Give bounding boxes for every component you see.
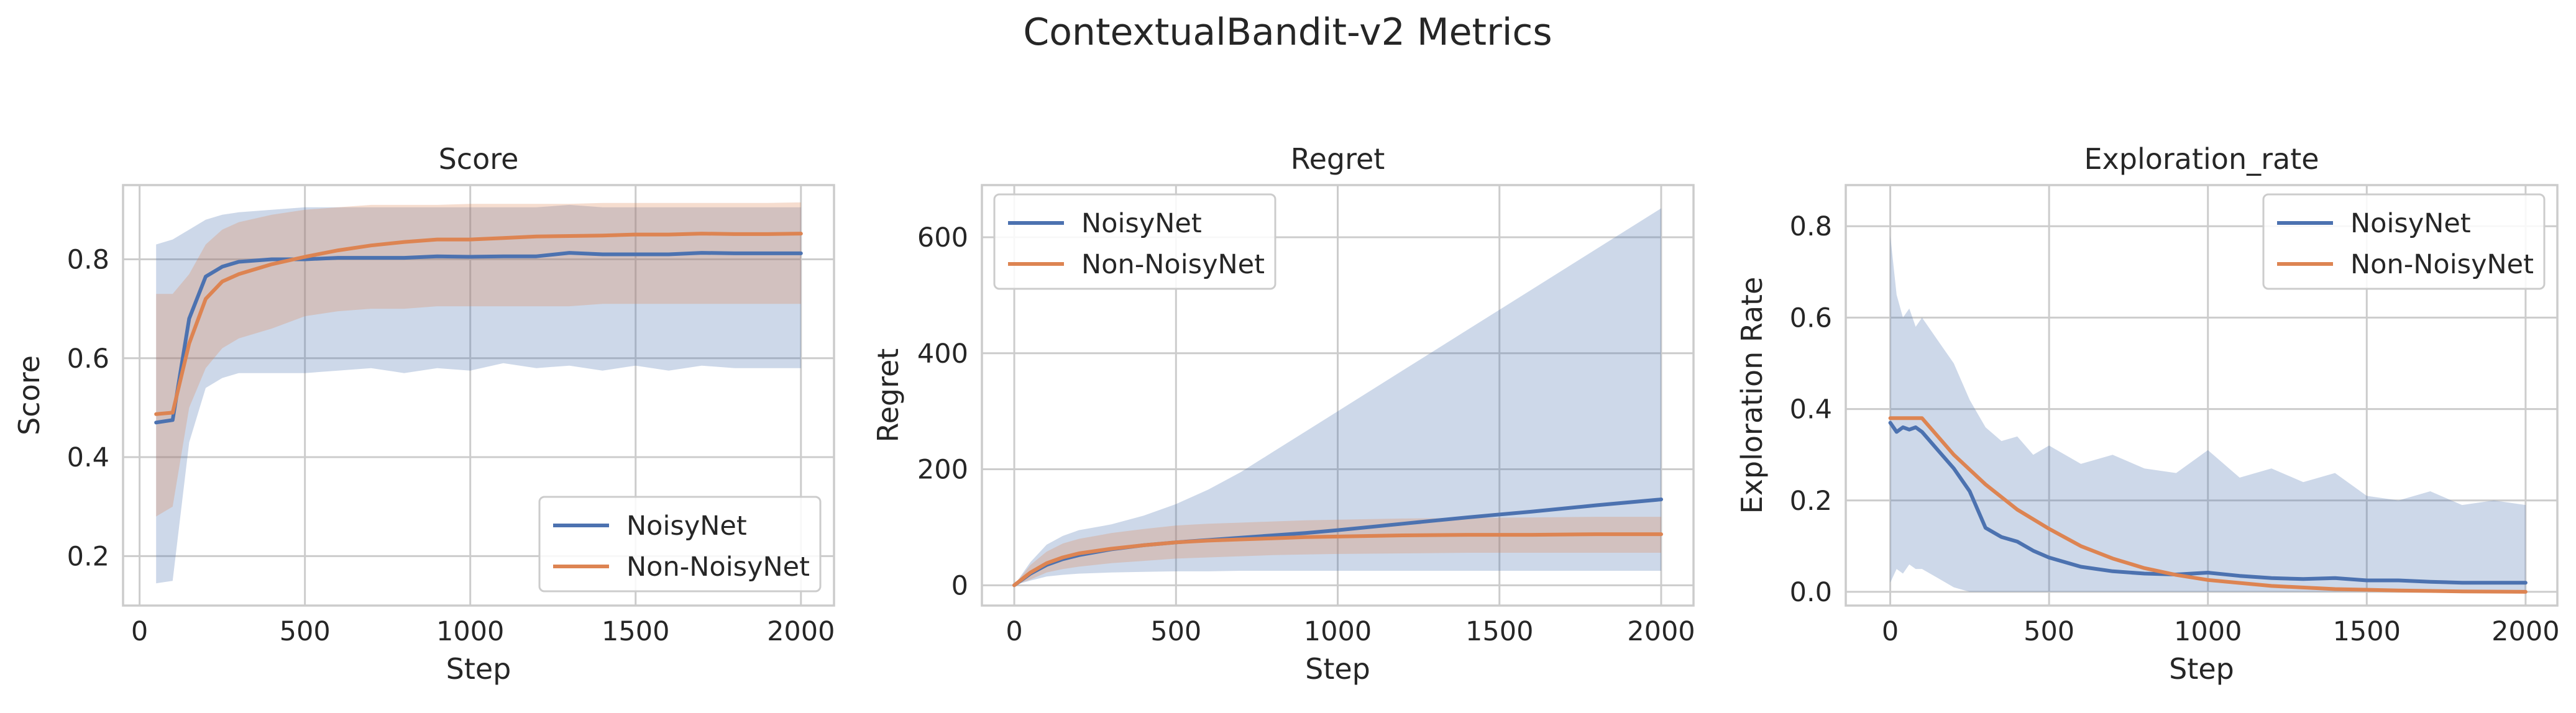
x-tick-label: 1500 xyxy=(2333,616,2401,647)
panel-title: Regret xyxy=(1291,142,1385,176)
series-line-non-noisynet xyxy=(1888,416,2528,594)
x-tick-label: 2000 xyxy=(767,616,835,647)
y-tick-label: 400 xyxy=(917,338,968,370)
legend: NoisyNet Non-NoisyNet xyxy=(538,496,822,593)
exploration-rate-panel: 0 500 1000 1500 2000 0.0 0.2 0.4 0.6 0.8 Explorati… xyxy=(1735,142,2560,686)
y-axis-label: Score xyxy=(12,355,46,435)
axes-frame xyxy=(981,184,1695,607)
legend: NoisyNet Non-NoisyNet xyxy=(2262,193,2546,290)
x-tick-label: 500 xyxy=(280,616,331,647)
y-tick-label: 0.0 xyxy=(1790,577,1832,608)
y-tick-label: 0 xyxy=(951,570,968,601)
x-tick-label: 1000 xyxy=(1304,616,1372,647)
x-tick-label: 1000 xyxy=(2174,616,2242,647)
y-tick-label: 200 xyxy=(917,455,968,486)
x-tick-label: 0 xyxy=(1882,616,1899,647)
figure-suptitle: ContextualBandit-v2 Metrics xyxy=(1023,11,1552,54)
y-tick-label: 600 xyxy=(917,222,968,253)
legend-label: NoisyNet xyxy=(2350,208,2471,239)
x-tick-label: 0 xyxy=(1006,616,1022,647)
series-line-noisynet xyxy=(1888,420,2528,585)
y-tick-label: 0.4 xyxy=(1790,394,1832,425)
panel-title: Score xyxy=(439,142,519,176)
y-tick-label: 0.6 xyxy=(67,343,109,375)
legend-label: Non-NoisyNet xyxy=(2350,249,2534,280)
legend-box xyxy=(538,496,822,593)
confidence-band-non-noisynet xyxy=(156,202,801,517)
y-tick-label: 0.6 xyxy=(1790,302,1832,334)
x-axis-label: Step xyxy=(2169,652,2234,686)
axes-frame xyxy=(1845,184,2559,607)
x-tick-label: 1000 xyxy=(436,616,504,647)
legend: NoisyNet Non-NoisyNet xyxy=(993,193,1277,290)
series-line-noisynet xyxy=(154,251,803,425)
legend-label: Non-NoisyNet xyxy=(626,552,810,583)
confidence-band-noisynet xyxy=(1014,208,1661,586)
x-axis-label: Step xyxy=(1305,652,1370,686)
x-tick-label: 1500 xyxy=(602,616,669,647)
panel-title: Exploration_rate xyxy=(2084,142,2319,176)
series-line-non-noisynet xyxy=(154,232,803,416)
plot-area xyxy=(1888,235,2528,594)
legend-label: Non-NoisyNet xyxy=(1081,249,1265,280)
x-tick-label: 2000 xyxy=(1627,616,1695,647)
confidence-band-noisynet xyxy=(1890,235,2526,592)
y-tick-label: 0.2 xyxy=(67,541,109,572)
series-line-non-noisynet xyxy=(1012,532,1663,588)
x-tick-label: 0 xyxy=(131,616,148,647)
x-tick-label: 1500 xyxy=(1465,616,1533,647)
x-tick-label: 2000 xyxy=(2491,616,2559,647)
legend-box xyxy=(993,193,1277,290)
confidence-band-noisynet xyxy=(156,204,801,584)
plot-area xyxy=(154,202,803,584)
x-axis-label: Step xyxy=(446,652,511,686)
x-tick-label: 500 xyxy=(1150,616,1201,647)
y-tick-label: 0.8 xyxy=(67,244,109,275)
x-tick-label: 500 xyxy=(2024,616,2074,647)
y-axis-label: Exploration Rate xyxy=(1735,277,1769,514)
y-tick-label: 0.2 xyxy=(1790,486,1832,517)
score-panel: 0 500 1000 1500 2000 0.2 0.4 0.6 0.8 Score Step Sco… xyxy=(12,142,835,686)
legend-label: NoisyNet xyxy=(1081,208,1202,239)
y-tick-label: 0.8 xyxy=(1790,211,1832,242)
axes-frame xyxy=(122,184,835,607)
plot-area xyxy=(1012,208,1663,588)
legend-box xyxy=(2262,193,2546,290)
regret-panel: 0 500 1000 1500 2000 0 200 400 600 Regret Step Regr… xyxy=(871,142,1695,686)
y-tick-label: 0.4 xyxy=(67,442,109,473)
y-axis-label: Regret xyxy=(871,348,905,443)
legend-label: NoisyNet xyxy=(626,511,747,542)
